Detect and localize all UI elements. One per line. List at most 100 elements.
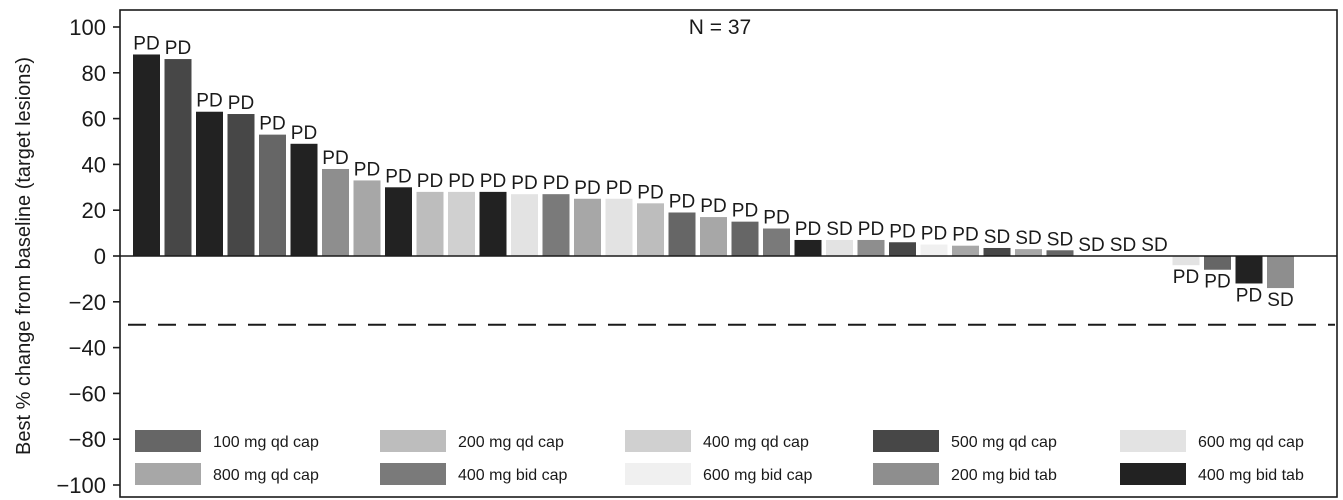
legend-label: 800 mg qd cap [213, 467, 319, 484]
bar-label: PD [606, 178, 632, 199]
bar-label: SD [1141, 235, 1167, 256]
bar [857, 239, 885, 256]
bar-label: SD [826, 219, 852, 240]
bar-label: PD [385, 166, 411, 187]
bar-label: PD [700, 196, 726, 217]
legend-label: 200 mg qd cap [458, 434, 564, 451]
bar [763, 228, 790, 256]
bar [227, 114, 255, 257]
y-tick-label: 40 [82, 152, 106, 177]
bar [1046, 250, 1074, 256]
bar [479, 191, 507, 256]
legend-label: 600 mg qd cap [1198, 434, 1304, 451]
bar-label: PD [669, 191, 695, 212]
bar-label: PD [511, 173, 537, 194]
bar-label: PD [889, 221, 915, 242]
legend-label: 500 mg qd cap [951, 434, 1057, 451]
bar [826, 239, 853, 256]
bar-label: PD [732, 201, 758, 222]
bar [668, 212, 696, 256]
bar-label: PD [574, 178, 600, 199]
bar-label: SD [1047, 229, 1073, 250]
bar [385, 187, 412, 256]
bar-label: PD [259, 114, 285, 135]
bar-label: PD [637, 182, 663, 203]
bar [1172, 256, 1200, 266]
bar [164, 59, 192, 257]
bar-label: PD [165, 38, 191, 59]
bars [133, 54, 1294, 289]
bar-label: PD [480, 171, 506, 192]
y-tick-label: −80 [69, 427, 106, 452]
bar [731, 221, 759, 256]
y-tick-label: −20 [69, 290, 106, 315]
bar-label: PD [1236, 285, 1262, 306]
legend-label: 400 mg bid tab [1198, 467, 1304, 484]
bar-label: SD [1078, 235, 1104, 256]
legend-swatch [873, 463, 939, 485]
bar [637, 203, 664, 256]
bar-label: PD [952, 225, 978, 246]
bar [448, 191, 475, 256]
bar [542, 194, 570, 256]
bar [196, 111, 223, 256]
bar [605, 198, 633, 256]
bar-label: SD [1267, 290, 1293, 311]
bar-label: PD [322, 148, 348, 169]
y-tick-label: −60 [69, 381, 106, 406]
bar-label: PD [228, 93, 254, 114]
bar-label: PD [763, 208, 789, 229]
bar [574, 198, 601, 256]
y-axis-title: Best % change from baseline (target lesi… [13, 57, 35, 455]
legend-swatch [873, 430, 939, 452]
bar-label: PD [1173, 267, 1199, 288]
legend-swatch [380, 430, 446, 452]
bar [920, 244, 948, 256]
bar [322, 168, 349, 256]
bar [1267, 256, 1294, 289]
y-tick-label: 80 [82, 61, 106, 86]
bar-label: PD [196, 91, 222, 112]
bar [133, 54, 160, 257]
legend-label: 400 mg qd cap [703, 434, 809, 451]
y-tick-label: 20 [82, 198, 106, 223]
bar-label: PD [291, 123, 317, 144]
bar-label: PD [133, 33, 159, 54]
legend-label: 400 mg bid cap [458, 467, 568, 484]
legend-swatch [135, 430, 201, 452]
bar [259, 134, 286, 256]
bar-label: PD [1204, 272, 1230, 293]
legend-swatch [1120, 430, 1186, 452]
legend-swatch [135, 463, 201, 485]
sample-size-annotation: N = 37 [689, 16, 751, 39]
legend-swatch [380, 463, 446, 485]
legend: 100 mg qd cap 200 mg qd cap 400 mg qd cap 5… [135, 430, 1304, 485]
y-tick-label: 0 [94, 244, 106, 269]
bar [794, 239, 822, 256]
bar-label: PD [354, 159, 380, 180]
bar [700, 217, 727, 256]
bar [290, 143, 318, 256]
bar [511, 194, 538, 256]
bar-label: PD [795, 219, 821, 240]
bar-label: SD [984, 227, 1010, 248]
bar [1204, 256, 1231, 270]
bar [353, 180, 381, 256]
legend-swatch [625, 463, 691, 485]
legend-label: 200 mg bid tab [951, 467, 1057, 484]
y-axis-ticks: 100 80 60 40 20 0 −20 −40 −60 −80 −100 [56, 15, 120, 498]
legend-label: 100 mg qd cap [213, 434, 319, 451]
bar-label: SD [1015, 228, 1041, 249]
bar [952, 245, 979, 256]
legend-swatch [1120, 463, 1186, 485]
legend-swatch [625, 430, 691, 452]
bar-label: PD [921, 224, 947, 245]
bar [416, 191, 444, 256]
y-tick-label: −40 [69, 336, 106, 361]
y-tick-label: −100 [56, 473, 106, 498]
bar-label: PD [543, 173, 569, 194]
bar [889, 242, 916, 256]
legend-label: 600 mg bid cap [703, 467, 813, 484]
